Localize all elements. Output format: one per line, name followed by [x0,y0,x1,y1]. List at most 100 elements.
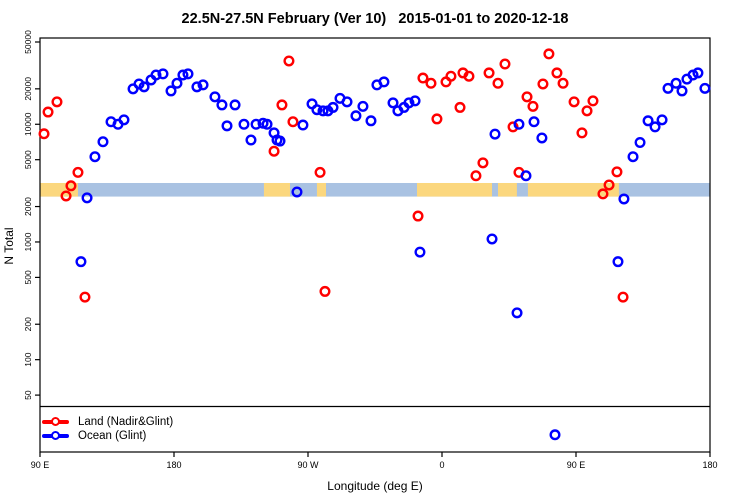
ocean-point [177,69,189,81]
ocean-point [221,120,233,132]
plot-frame [39,37,711,453]
land-point [537,78,549,90]
ocean-point [261,118,273,130]
y-tick-label: 500 [23,270,33,284]
ocean-point [118,114,130,126]
ocean-point [138,81,150,93]
ocean-point [197,79,209,91]
ocean-point [209,91,221,103]
ocean-point [699,82,711,94]
land-point [521,91,533,103]
ocean-point [414,246,426,258]
ocean-point [403,97,415,109]
ocean-point [549,429,561,441]
chart-title: 22.5N-27.5N February (Ver 10) 2015-01-01… [181,11,569,27]
land-point [477,157,489,169]
ocean-point [327,101,339,113]
ocean-point [520,170,532,182]
land-point [268,145,280,157]
y-tick-label: 2000 [23,197,33,216]
ocean-point [489,128,501,140]
x-tick-label: 180 [166,460,181,470]
ocean-point [662,82,674,94]
land-point [287,116,299,128]
land-point [454,101,466,113]
land-point [507,121,519,133]
x-tick-label: 0 [439,460,444,470]
ocean-point [216,99,228,111]
y-tick-label: 200 [23,317,33,331]
ocean-point [81,192,93,204]
ocean-point [409,95,421,107]
ocean-point [157,68,169,80]
land-point [617,291,629,303]
legend-label-ocean: Ocean (Glint) [78,430,147,442]
land-strip-segment [497,182,517,197]
ocean-point [245,134,257,146]
ocean-point [150,69,162,81]
y-tick-label: 1000 [23,232,33,251]
ocean-point [642,115,654,127]
y-tick-label: 50000 [23,30,33,54]
land-point [463,70,475,82]
ocean-point [97,136,109,148]
legend-label-land: Land (Nadir&Glint) [78,416,174,428]
land-point [276,99,288,111]
land-point [51,96,63,108]
ocean-point [350,110,362,122]
ocean-point [274,135,286,147]
land-point [587,95,599,107]
ocean-point [387,97,399,109]
x-tick-label: 180 [702,460,717,470]
ocean-point [649,121,661,133]
land-point [417,72,429,84]
land-point [431,113,443,125]
ocean-point [618,193,630,205]
ocean-point [357,100,369,112]
y-tick-label: 10000 [23,112,33,136]
ocean-point [670,77,682,89]
ocean-point [229,99,241,111]
ocean-point [536,132,548,144]
land-point [543,48,555,60]
land-point [283,55,295,67]
ocean-series-symbol [42,431,69,440]
ocean-point [291,186,303,198]
land-point [445,70,457,82]
land-series-symbol [42,417,69,426]
ocean-marker-icon [51,431,60,440]
land-strip-segment [527,182,619,197]
land-point [492,77,504,89]
ocean-point [676,85,688,97]
land-point [425,77,437,89]
land-point [581,105,593,117]
land-point [319,285,331,297]
land-strip-segment [416,182,493,197]
y-tick-label: 20000 [23,77,33,101]
y-axis-label: N Total [2,227,16,265]
land-strip-segment [316,182,327,197]
land-point [597,188,609,200]
ocean-point [317,105,329,117]
ocean-point [238,118,250,130]
x-tick-label: 90 E [567,460,586,470]
ocean-point [191,81,203,93]
x-tick-label: 90 E [31,460,50,470]
ocean-point [250,118,262,130]
land-point [38,128,50,140]
land-marker-icon [51,417,60,426]
land-point [42,106,54,118]
ocean-point [182,68,194,80]
x-axis-label: Longitude (deg E) [327,479,423,493]
ocean-point [89,151,101,163]
land-point [470,170,482,182]
land-point [557,77,569,89]
land-point [60,190,72,202]
ocean-point [311,104,323,116]
land-strip-segment [263,182,290,197]
ocean-point [75,256,87,268]
land-point [499,58,511,70]
ocean-point [165,85,177,97]
